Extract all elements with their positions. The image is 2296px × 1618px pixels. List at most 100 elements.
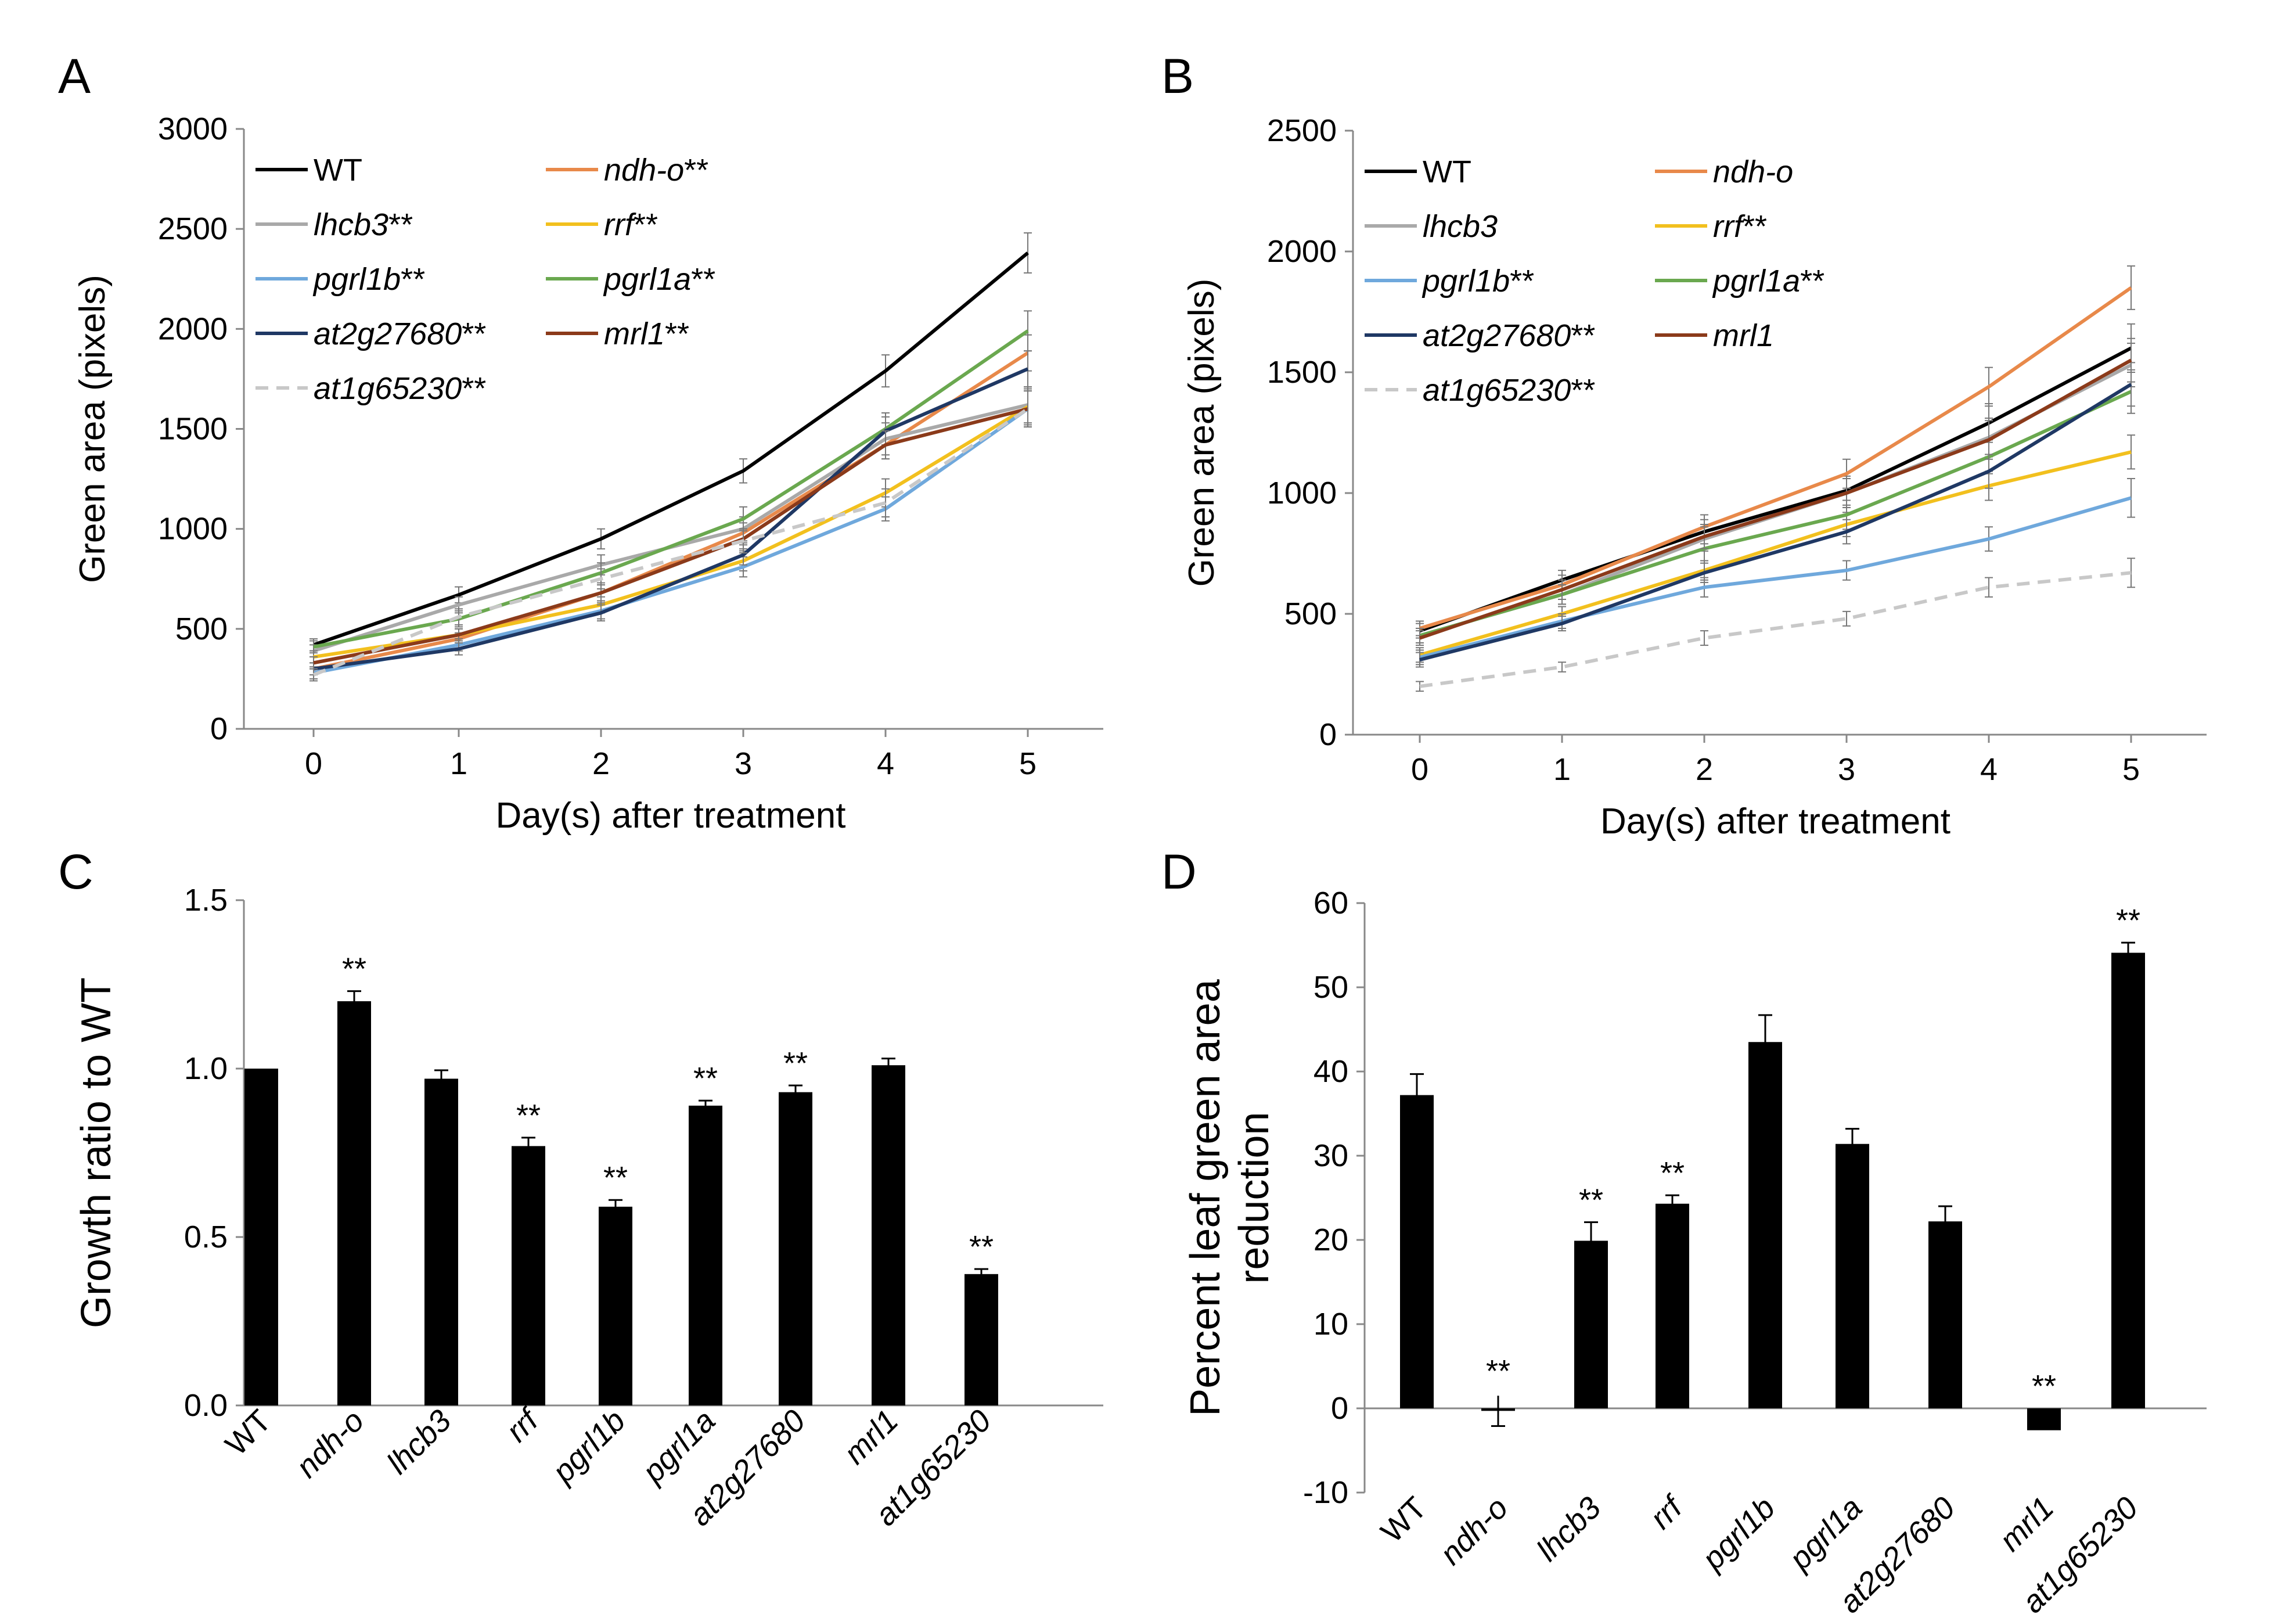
legend-name: rrf	[1713, 209, 1746, 244]
x-tick-label: 0	[305, 746, 322, 781]
legend-name: at2g27680	[314, 317, 462, 351]
bar-lhcb3	[424, 1078, 458, 1405]
legend-significance: **	[462, 317, 486, 351]
legend-entry-at2g27680: at2g27680**	[1423, 318, 1595, 353]
y-tick-label: 60	[1313, 886, 1348, 921]
series-lhcb3	[310, 386, 1032, 658]
bar-at2g27680	[1928, 1221, 1962, 1408]
significance-marker: **	[1579, 1183, 1603, 1218]
legend-significance: **	[1800, 264, 1824, 299]
legend-entry-rrf: rrf**	[604, 207, 658, 242]
x-category-label: pgrl1b	[545, 1403, 632, 1490]
bar-mrl1	[872, 1065, 905, 1405]
legend-significance: **	[401, 262, 425, 297]
y-tick-label: 2500	[1267, 113, 1337, 148]
legend-significance: **	[1571, 373, 1595, 408]
significance-marker: **	[1660, 1156, 1685, 1191]
significance-marker: **	[603, 1160, 628, 1195]
y-tick-label: 0.0	[184, 1388, 228, 1423]
legend-name: WT	[314, 153, 362, 188]
x-tick-label: 1	[1553, 752, 1571, 787]
legend-entry-at1g65230: at1g65230**	[1423, 373, 1595, 408]
y-tick-label: 20	[1313, 1223, 1348, 1257]
series-line-pgrl1a	[1419, 390, 2132, 638]
x-tick-label: 3	[735, 746, 752, 781]
x-axis-label: Day(s) after treatment	[1600, 801, 1950, 842]
x-tick-label: 1	[450, 746, 467, 781]
legend-entry-pgrl1a: pgrl1a**	[1712, 264, 1824, 299]
series-line-rrf	[1419, 450, 2132, 657]
y-tick-label: 10	[1313, 1307, 1348, 1342]
x-tick-label: 5	[1019, 746, 1037, 781]
x-category-label: ndh-o	[289, 1403, 370, 1484]
y-tick-label: 0	[1331, 1391, 1348, 1426]
y-tick-label: 2000	[158, 311, 228, 346]
y-axis-label-line: Percent leaf green area	[1182, 979, 1229, 1416]
y-tick-label: 40	[1313, 1054, 1348, 1089]
x-tick-label: 2	[592, 746, 610, 781]
y-axis-label: Growth ratio to WT	[73, 977, 120, 1328]
series-line-at2g27680	[313, 367, 1029, 671]
legend: WT ndh-o**lhcb3** rrf**pgrl1b** pgrl1a**at2…	[255, 153, 715, 406]
bar-rrf	[1656, 1203, 1689, 1408]
series-line-ndh-o	[313, 351, 1029, 671]
x-category-label: rrf	[1643, 1488, 1691, 1536]
series-line-rrf	[313, 405, 1029, 659]
legend-name: pgrl1a	[603, 262, 691, 297]
panel-label-B: B	[1161, 49, 1194, 103]
legend-name: ndh-o	[1713, 154, 1793, 189]
bar-ndh-o	[337, 1001, 371, 1405]
x-category-label: mrl1	[837, 1403, 905, 1471]
x-tick-label: 2	[1696, 752, 1713, 787]
x-tick-label: 3	[1838, 752, 1855, 787]
legend-name: at1g65230	[1423, 373, 1571, 408]
series-pgrl1b	[1416, 478, 2135, 666]
legend-significance: **	[691, 262, 715, 297]
series-line-pgrl1b	[1419, 496, 2132, 659]
series-at1g65230	[310, 390, 1032, 682]
x-category-label: pgrl1b	[1695, 1490, 1782, 1577]
legend-entry-lhcb3: lhcb3**	[314, 207, 413, 242]
y-tick-label: 2500	[158, 211, 228, 246]
panel-label-C: C	[58, 844, 93, 899]
series-line-at1g65230	[312, 407, 1029, 677]
y-axis-label: Green area (pixels)	[1182, 279, 1222, 587]
legend-name: at2g27680	[1423, 318, 1571, 353]
y-tick-label: 0	[210, 711, 228, 746]
panel-label-D: D	[1161, 844, 1197, 899]
legend-name: pgrl1a	[1712, 264, 1800, 299]
x-category-label: pgrl1a	[1782, 1490, 1869, 1577]
series-mrl1	[1416, 337, 2135, 646]
legend-name: at1g65230	[314, 371, 462, 406]
y-axis-label: Green area (pixels)	[73, 275, 113, 583]
x-category-label: mrl1	[1993, 1490, 2061, 1558]
panel-B: B 0 500 1000 1500 2000 2500 0 1 2 3 4 5 Day(s) after …	[1161, 49, 2207, 842]
significance-marker: **	[783, 1046, 808, 1081]
series-line-ndh-o	[1419, 286, 2132, 630]
legend-entry-mrl1: mrl1**	[604, 317, 689, 351]
y-tick-label: 3000	[158, 112, 228, 146]
legend-entry-at1g65230: at1g65230**	[314, 371, 486, 406]
bar-rrf	[512, 1146, 545, 1405]
y-tick-label: 500	[175, 612, 228, 646]
y-tick-label: 1000	[158, 512, 228, 546]
x-category-label: lhcb3	[380, 1403, 458, 1481]
series-line-WT	[313, 251, 1029, 647]
x-category-label: pgrl1a	[635, 1403, 722, 1490]
bar-lhcb3	[1574, 1241, 1608, 1408]
legend-significance: **	[1571, 318, 1595, 353]
bar-mrl1	[2027, 1408, 2061, 1430]
series-line-mrl1	[313, 407, 1028, 665]
legend-entry-mrl1: mrl1	[1713, 318, 1774, 353]
legend-name: pgrl1b	[312, 262, 401, 297]
x-tick-label: 5	[2122, 752, 2140, 787]
legend-name: ndh-o	[604, 153, 684, 188]
x-category-label: ndh-o	[1433, 1490, 1514, 1572]
significance-marker: **	[1486, 1354, 1510, 1389]
legend-entry-rrf: rrf**	[1713, 209, 1767, 244]
bar-pgrl1a	[689, 1105, 722, 1405]
legend-entry-lhcb3: lhcb3	[1423, 209, 1498, 244]
bar-at1g65230	[965, 1274, 998, 1405]
